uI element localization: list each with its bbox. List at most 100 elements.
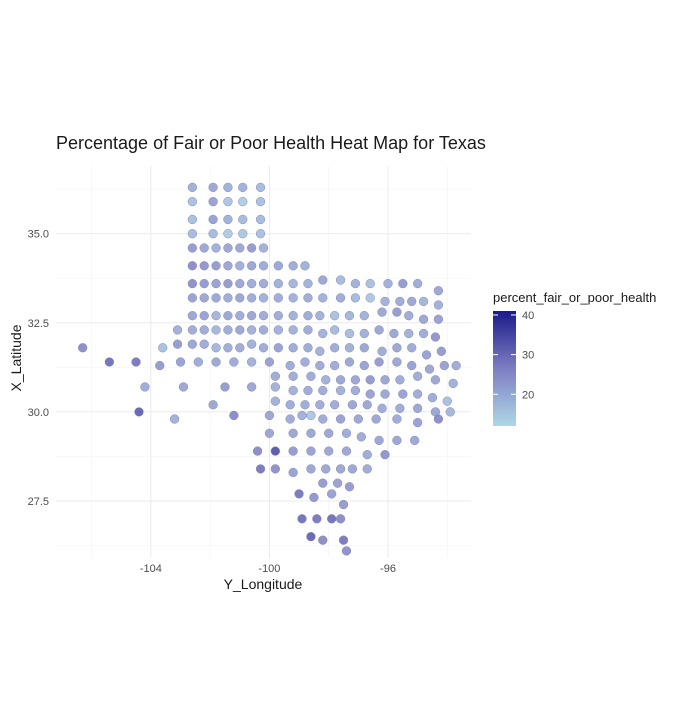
data-point [321, 375, 331, 385]
data-point [335, 414, 346, 424]
chart-title: Percentage of Fair or Poor Health Heat M… [56, 133, 486, 153]
data-point [306, 464, 316, 474]
data-point [344, 328, 355, 339]
data-point [392, 435, 402, 446]
data-point [246, 293, 257, 303]
data-point [412, 389, 423, 399]
data-point [238, 196, 248, 207]
data-point [258, 243, 269, 253]
data-point [306, 446, 316, 456]
data-point [285, 414, 295, 424]
data-point [318, 478, 328, 488]
data-point [398, 278, 408, 289]
data-point [199, 325, 209, 335]
legend-ticks: 20 30 40 [493, 310, 534, 401]
data-point [255, 196, 266, 207]
data-point [424, 364, 435, 374]
data-point [392, 307, 402, 317]
data-point [359, 328, 369, 339]
data-point [374, 357, 384, 367]
data-point [235, 293, 245, 303]
data-point [344, 482, 355, 492]
data-point [315, 360, 325, 371]
data-point [288, 311, 298, 321]
data-point [421, 350, 432, 360]
data-point [300, 261, 310, 271]
data-point [362, 450, 372, 460]
data-point [172, 325, 183, 335]
data-point [365, 389, 375, 399]
data-point [223, 343, 233, 353]
data-point [315, 400, 325, 410]
data-point [273, 278, 283, 289]
data-point [303, 325, 313, 335]
data-point [288, 293, 298, 303]
data-point [169, 414, 180, 424]
data-point [303, 278, 313, 289]
data-point [229, 357, 239, 367]
data-point [211, 311, 221, 321]
data-point [223, 182, 233, 193]
data-point [208, 214, 218, 225]
data-point [395, 403, 405, 413]
data-point [288, 343, 298, 353]
data-point [318, 535, 328, 545]
data-point [273, 261, 283, 271]
data-point [211, 243, 221, 253]
data-point [187, 293, 198, 303]
data-point [288, 446, 298, 456]
data-point [175, 357, 186, 367]
data-point [418, 314, 429, 324]
data-point [223, 214, 233, 225]
data-point [264, 410, 275, 421]
data-point [350, 278, 361, 289]
data-point [264, 428, 275, 438]
data-point [377, 307, 387, 317]
data-point [407, 360, 417, 371]
data-point [338, 499, 349, 510]
data-point [235, 325, 245, 335]
data-point [329, 311, 340, 321]
data-point [223, 293, 233, 303]
legend-colorbar [493, 311, 516, 426]
data-point [238, 182, 248, 193]
data-point [187, 311, 198, 321]
data-point [187, 261, 198, 271]
data-point [365, 278, 375, 289]
data-point [412, 371, 423, 381]
data-point [187, 325, 198, 335]
data-point [380, 375, 390, 385]
data-point [338, 535, 349, 545]
data-point [303, 343, 313, 353]
data-point [356, 432, 366, 442]
y-tick-label: 27.5 [28, 496, 49, 508]
data-point [199, 293, 209, 303]
data-point [270, 446, 281, 456]
data-point [341, 446, 352, 456]
data-point [223, 243, 233, 253]
data-point [246, 325, 257, 335]
data-point [246, 243, 257, 253]
data-point [270, 464, 281, 474]
legend-tick-label: 40 [522, 310, 534, 322]
data-point [309, 492, 319, 503]
y-axis-ticks: 27.5 30.0 32.5 35.0 [28, 229, 49, 508]
data-point [246, 382, 257, 392]
data-point [341, 546, 352, 556]
data-point [223, 278, 233, 289]
data-point [270, 396, 281, 406]
data-point [374, 325, 384, 335]
x-tick-label: -104 [140, 563, 162, 575]
data-point [433, 300, 444, 310]
data-point [365, 375, 375, 385]
x-axis-ticks: -104 -100 -96 [140, 563, 396, 575]
data-point [389, 328, 399, 339]
data-point [365, 293, 375, 303]
x-axis-label: Y_Longitude [224, 576, 303, 592]
data-point [404, 328, 414, 339]
data-point [258, 261, 269, 271]
data-point [412, 417, 423, 428]
data-point [412, 403, 423, 413]
data-point [347, 464, 358, 474]
